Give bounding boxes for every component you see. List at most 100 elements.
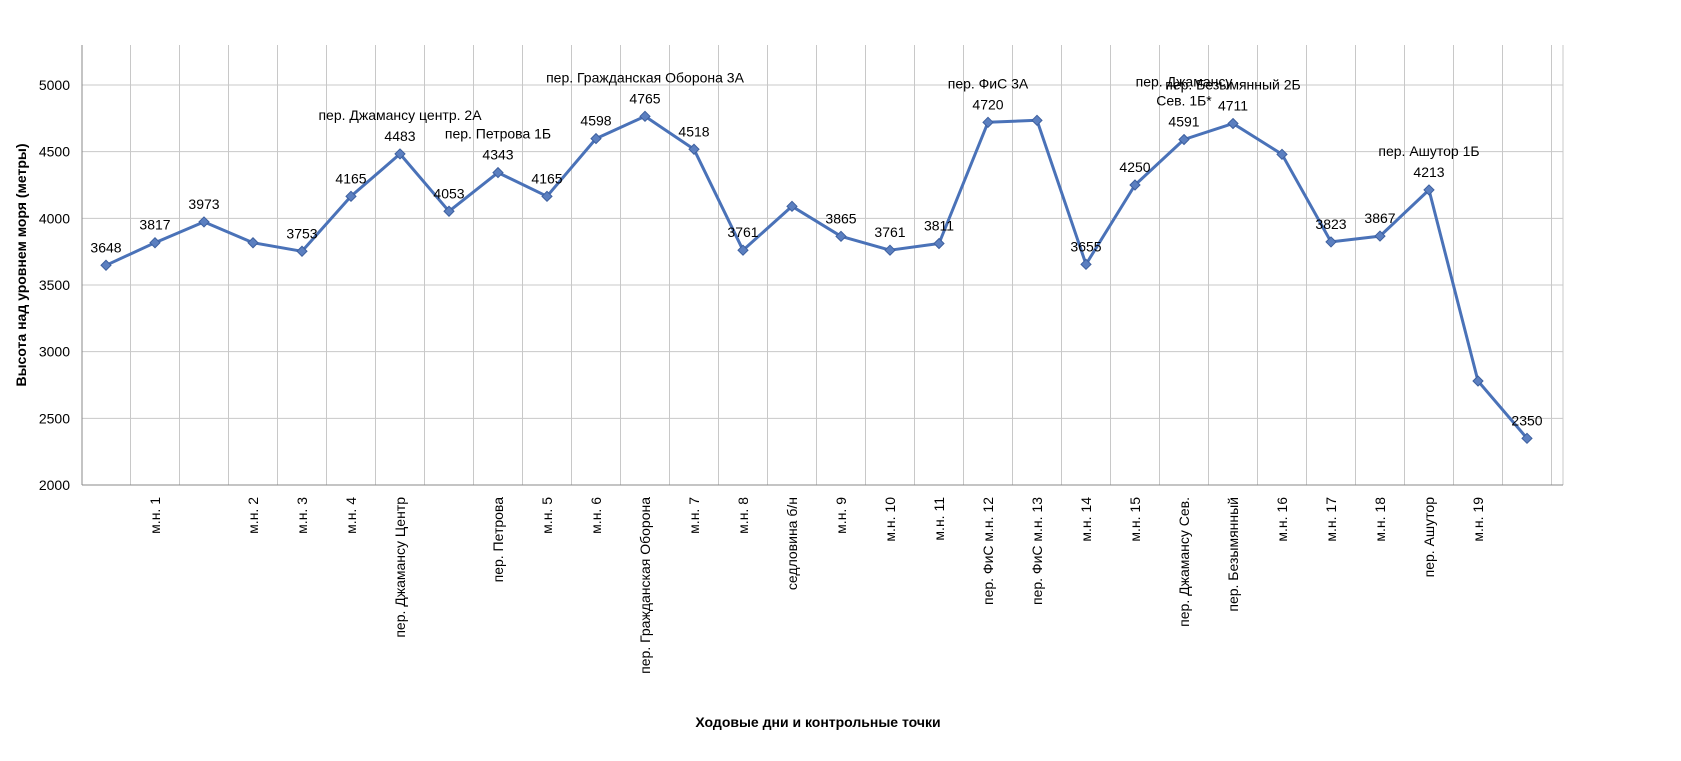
x-tick-label: м.н. 11 xyxy=(931,497,947,541)
pass-annotation-label: пер. ФиС 3А xyxy=(948,75,1029,91)
x-tick-label: м.н. 6 xyxy=(588,497,604,534)
x-tick-label: м.н. 7 xyxy=(686,497,702,534)
pass-annotation-label: пер. Ашутор 1Б xyxy=(1378,143,1479,159)
x-tick-label: м.н. 2 xyxy=(245,497,261,534)
x-tick-label: м.н. 14 xyxy=(1078,497,1094,542)
data-value-label: 3867 xyxy=(1364,210,1395,226)
y-axis-ticks: 2000 2500 3000 3500 4000 4500 5000 xyxy=(39,77,70,493)
x-tick-label: пер. ФиС м.н. 12 xyxy=(980,497,996,605)
data-point-marker xyxy=(541,190,553,203)
data-value-label: 4711 xyxy=(1218,98,1248,114)
data-value-label: 3655 xyxy=(1070,238,1101,254)
data-point-marker xyxy=(688,143,700,155)
data-point-marker xyxy=(1521,432,1533,445)
data-value-label: 4053 xyxy=(433,185,464,201)
x-tick-label: пер. Джамансу Сев. xyxy=(1176,497,1192,627)
data-value-label: 4720 xyxy=(972,96,1003,112)
x-tick-label: м.н. 18 xyxy=(1372,497,1388,542)
x-tick-label: м.н. 4 xyxy=(343,497,359,534)
pass-annotation-label: пер. Джамансу xyxy=(1136,74,1233,90)
pass-annotation-label: пер. Джамансу центр. 2А xyxy=(318,107,482,123)
data-point-marker xyxy=(1325,236,1337,248)
pass-annotation-label: пер. Безымянный 2Б xyxy=(1165,77,1301,93)
data-point-marker xyxy=(590,132,602,145)
x-tick-label: м.н. 9 xyxy=(833,497,849,534)
data-point-marker xyxy=(345,190,357,203)
x-tick-label: м.н. 5 xyxy=(539,497,555,534)
data-point-marker xyxy=(933,237,945,250)
series-line-group xyxy=(100,110,1533,445)
x-tick-label: м.н. 8 xyxy=(735,497,751,534)
data-point-marker xyxy=(1276,148,1288,161)
data-value-label: 4598 xyxy=(580,113,611,129)
y-tick-label: 2500 xyxy=(39,410,70,426)
data-value-label: 4250 xyxy=(1119,159,1150,175)
data-value-label: 3811 xyxy=(924,218,954,234)
data-point-marker xyxy=(394,148,406,160)
data-value-label: 3823 xyxy=(1315,216,1346,232)
y-tick-label: 4500 xyxy=(39,144,70,160)
data-value-label: 3648 xyxy=(90,239,121,255)
data-point-marker xyxy=(884,244,896,256)
data-value-label: 4165 xyxy=(335,170,366,186)
data-value-label: 3865 xyxy=(825,210,856,226)
x-tick-label: пер. Безымянный xyxy=(1225,497,1241,612)
pass-annotation-label: пер. Петрова 1Б xyxy=(445,126,551,142)
x-tick-label: м.н. 15 xyxy=(1127,497,1143,542)
data-point-marker xyxy=(1178,133,1190,146)
x-axis-ticks: м.н. 1 м.н. 2 м.н. 3 м.н. 4 пер. Джамансу Це… xyxy=(147,497,1486,674)
y-axis-title: Высота над уровнем моря (метры) xyxy=(13,143,29,386)
data-value-label: 3753 xyxy=(286,225,317,241)
data-value-label: 3817 xyxy=(139,217,170,233)
y-tick-label: 3000 xyxy=(39,344,70,360)
data-point-marker xyxy=(1031,114,1043,127)
data-value-label: 4165 xyxy=(531,170,562,186)
y-tick-label: 4000 xyxy=(39,210,70,226)
data-point-marker xyxy=(443,205,455,217)
data-point-marker xyxy=(786,200,798,213)
x-tick-label: пер. Ашутор xyxy=(1421,497,1437,578)
x-tick-label: пер. ФиС м.н. 13 xyxy=(1029,497,1045,605)
data-point-marker xyxy=(492,166,504,179)
x-tick-label: пер. Джамансу Центр xyxy=(392,497,408,638)
x-tick-label: пер. Петрова xyxy=(490,497,506,583)
data-value-label: 3761 xyxy=(727,224,758,240)
chart-grid xyxy=(81,45,1564,486)
x-axis-title: Ходовые дни и контрольные точки xyxy=(695,714,940,730)
x-tick-label: м.н. 17 xyxy=(1323,497,1339,542)
x-tick-label: м.н. 10 xyxy=(882,497,898,542)
data-point-marker xyxy=(1472,375,1484,387)
x-tick-label: м.н. 19 xyxy=(1470,497,1486,542)
data-point-marker xyxy=(198,216,210,228)
x-tick-label: седловина б/н xyxy=(784,497,800,590)
data-value-label: 4343 xyxy=(482,147,513,163)
x-tick-label: м.н. 16 xyxy=(1274,497,1290,542)
data-point-marker xyxy=(982,116,994,129)
pass-annotation-label: Сев. 1Б* xyxy=(1156,93,1212,109)
data-point-marker xyxy=(149,237,161,249)
data-value-label: 4765 xyxy=(629,90,660,106)
data-value-label: 4591 xyxy=(1168,114,1199,130)
data-point-marker xyxy=(100,259,112,271)
x-tick-label: пер. Гражданская Оборона xyxy=(637,497,653,674)
x-tick-label: м.н. 3 xyxy=(294,497,310,534)
pass-annotation-label: пер. Гражданская Оборона 3А xyxy=(546,69,745,85)
data-point-marker xyxy=(737,244,749,256)
data-point-marker xyxy=(1129,179,1141,191)
data-point-marker xyxy=(835,230,847,243)
data-point-marker xyxy=(1080,258,1092,271)
data-labels: 3648 3817 3973 3753 4165 4483 пер. Джамансу це… xyxy=(90,69,1542,428)
x-tick-label: м.н. 1 xyxy=(147,497,163,534)
data-value-label: 3973 xyxy=(188,196,219,212)
data-point-marker xyxy=(247,237,259,249)
data-point-marker xyxy=(296,245,308,257)
data-value-label: 4518 xyxy=(678,123,709,139)
series-line xyxy=(105,114,1529,440)
data-point-marker xyxy=(639,110,651,123)
y-tick-label: 5000 xyxy=(39,77,70,93)
data-point-marker xyxy=(1374,230,1386,242)
data-point-marker xyxy=(1423,184,1435,196)
data-value-label: 4213 xyxy=(1413,164,1444,180)
data-value-label: 3761 xyxy=(874,224,905,240)
